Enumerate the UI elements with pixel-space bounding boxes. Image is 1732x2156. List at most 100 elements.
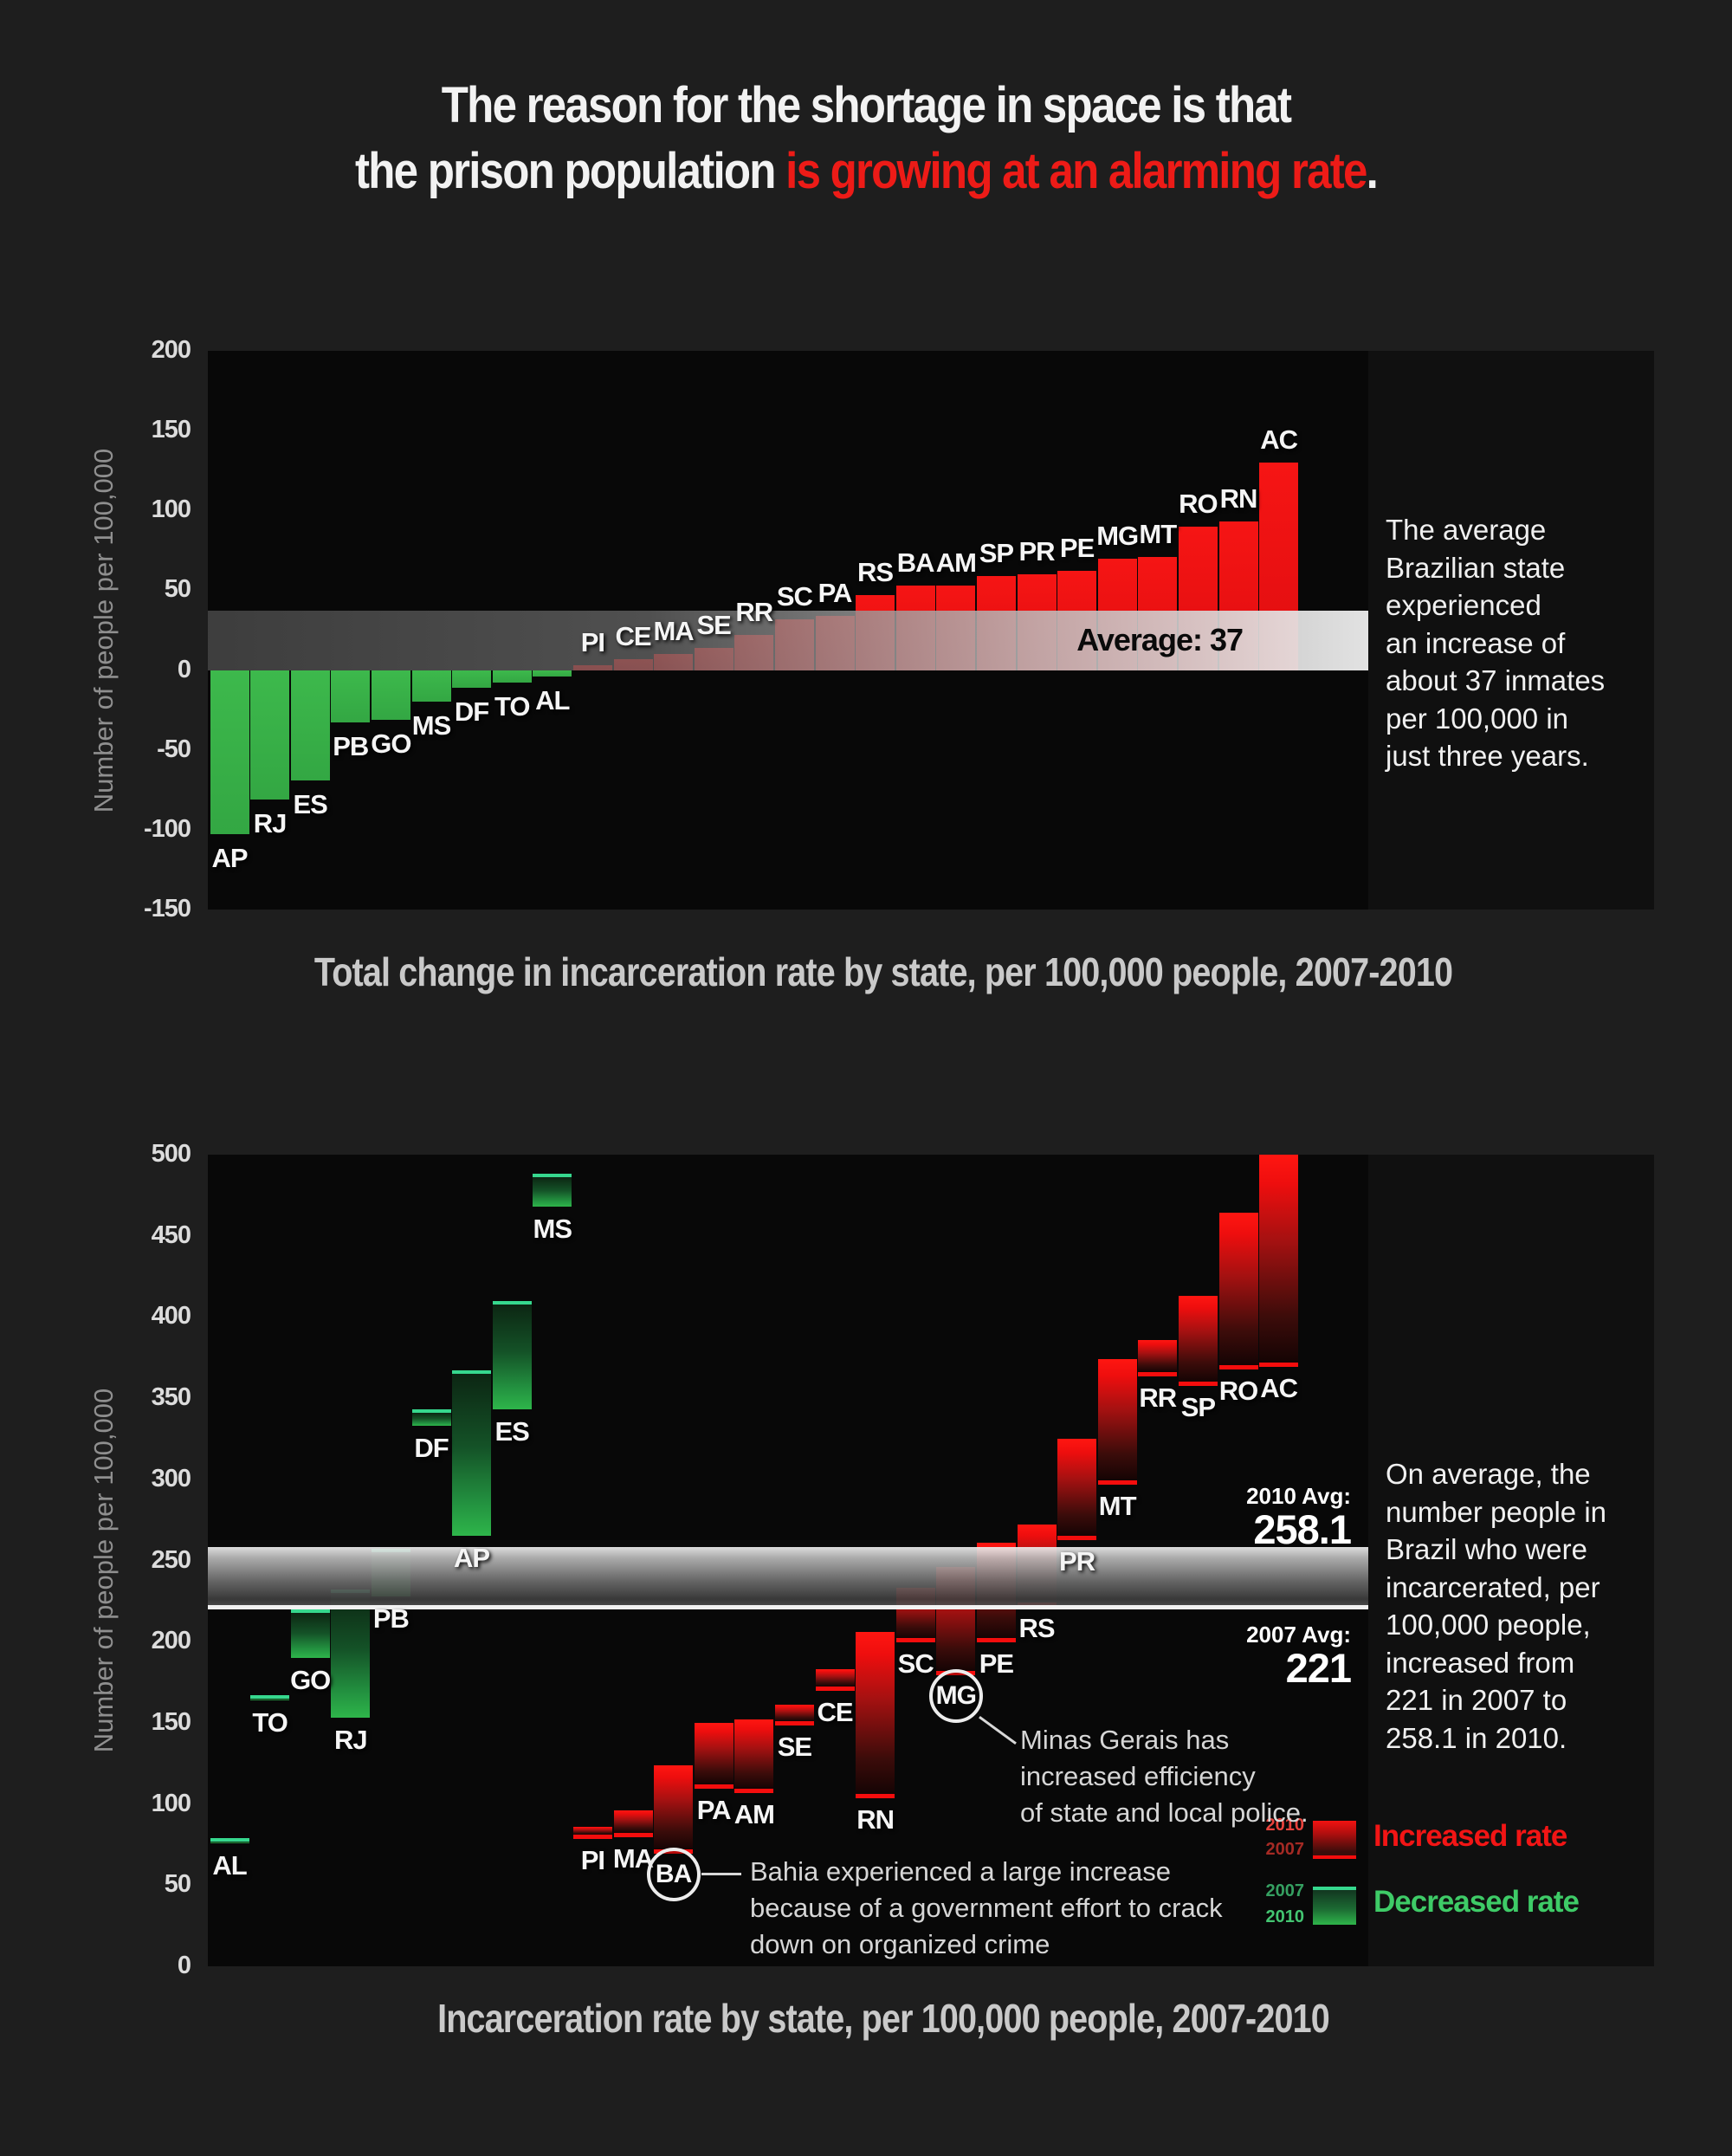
chart1-bar-label-RN: RN xyxy=(1219,483,1258,515)
chart1-bar-label-SC: SC xyxy=(776,580,813,612)
chart1-bar-label-BA: BA xyxy=(896,547,935,578)
chart1-bar-label-SE: SE xyxy=(696,609,732,640)
chart1-bar-label-TO: TO xyxy=(494,691,531,722)
chart1-bar-label-MA: MA xyxy=(653,616,694,647)
chart1-bar-TO xyxy=(492,670,532,683)
chart2-bar-label-AP: AP xyxy=(454,1543,490,1574)
chart2-tick-200: 200 xyxy=(151,1627,191,1655)
chart2-bar-label-ES: ES xyxy=(494,1416,530,1447)
legend-decreased-label: Decreased rate xyxy=(1373,1885,1580,1919)
chart1-bar-DF xyxy=(452,670,492,688)
chart2-side-panel xyxy=(1368,1155,1654,1966)
chart1-bar-ES xyxy=(290,670,330,780)
chart1-bar-MS xyxy=(411,670,451,702)
chart2-bar-GO xyxy=(290,1609,330,1658)
chart1-tick--100: -100 xyxy=(143,814,191,843)
chart2-bar-PI xyxy=(572,1826,612,1839)
chart2-bar-label-SP: SP xyxy=(1180,1392,1216,1423)
chart2-2007-avg-label: 2007 Avg: xyxy=(1246,1622,1351,1648)
legend-increased-bottom-year: 2007 xyxy=(1265,1840,1305,1859)
chart1-caption: Total change in incarceration rate by st… xyxy=(313,949,1453,994)
chart2-bar-label-PE: PE xyxy=(979,1648,1014,1680)
mg-annotation-text: Minas Gerais has increased efficiency of… xyxy=(1020,1725,1309,1828)
chart1-bar-label-RO: RO xyxy=(1179,488,1218,519)
legend-increased-label: Increased rate xyxy=(1373,1819,1567,1853)
chart1-tick-50: 50 xyxy=(164,575,191,604)
chart1-tick-100: 100 xyxy=(151,495,191,524)
chart2-bar-label-GO: GO xyxy=(290,1664,331,1695)
chart2-bar-label-PR: PR xyxy=(1059,1546,1095,1577)
chart2-bar-label-SC: SC xyxy=(897,1648,934,1680)
chart1-tick-200: 200 xyxy=(151,336,191,364)
chart1-average-label: Average: 37 xyxy=(1076,622,1244,658)
chart2-bar-PA xyxy=(694,1722,734,1789)
chart2-bar-TO xyxy=(250,1695,290,1701)
chart1-bar-label-DF: DF xyxy=(454,696,489,727)
chart2-bar-label-DF: DF xyxy=(414,1432,449,1463)
chart1-bar-label-PE: PE xyxy=(1059,533,1095,564)
mg-circle-marker: MG xyxy=(928,1668,983,1723)
chart2-bar-label-AL: AL xyxy=(212,1849,247,1881)
chart2-bar-RO xyxy=(1218,1213,1258,1370)
chart2-bar-label-TO: TO xyxy=(252,1706,288,1738)
title-line-1: The reason for the shortage in space is … xyxy=(104,76,1628,134)
chart2-2010-avg-value: 258.1 xyxy=(1253,1506,1352,1552)
chart2-caption: Incarceration rate by state, per 100,000… xyxy=(437,1996,1330,2041)
chart2-tick-450: 450 xyxy=(151,1220,191,1249)
chart2-bar-SP xyxy=(1178,1296,1218,1387)
chart1-tick-150: 150 xyxy=(151,416,191,444)
chart1-bar-label-MS: MS xyxy=(411,710,452,741)
chart1-bar-label-PI: PI xyxy=(580,627,605,658)
chart1-bar-label-AP: AP xyxy=(211,843,248,874)
title-line2-white: the prison population xyxy=(354,143,786,199)
chart1-bar-label-RS: RS xyxy=(857,556,894,587)
chart2-bar-label-AM: AM xyxy=(734,1799,775,1830)
chart1-bar-label-GO: GO xyxy=(371,728,411,759)
chart1-bar-label-RR: RR xyxy=(735,597,773,628)
chart2-bar-AC xyxy=(1259,1155,1299,1367)
title-line2-period: . xyxy=(1366,143,1379,199)
legend-decreased-top-year: 2007 xyxy=(1265,1881,1305,1900)
chart2-bar-label-MS: MS xyxy=(533,1213,573,1244)
chart2-tick-100: 100 xyxy=(151,1789,191,1817)
chart2-tick-150: 150 xyxy=(151,1707,191,1736)
chart2-tick-50: 50 xyxy=(164,1870,191,1899)
chart1-tick-0: 0 xyxy=(177,655,191,683)
chart2-tick-350: 350 xyxy=(151,1383,191,1412)
chart1-bar-label-PA: PA xyxy=(818,577,853,608)
chart2-bar-ES xyxy=(492,1300,532,1410)
legend-decreased-swatch xyxy=(1313,1887,1356,1925)
chart1-tick--50: -50 xyxy=(157,735,191,763)
chart2-bar-RN xyxy=(856,1631,895,1799)
chart2-bar-label-RO: RO xyxy=(1218,1376,1259,1407)
chart2-2007-average-line xyxy=(208,1604,1368,1609)
title-line2-red: is growing at an alarming rate xyxy=(785,143,1367,199)
chart2-bar-PR xyxy=(1057,1438,1097,1541)
chart2-bar-label-RN: RN xyxy=(856,1804,895,1836)
chart2-bar-label-PI: PI xyxy=(580,1844,605,1875)
chart1-bar-AP xyxy=(210,670,249,835)
chart2-tick-0: 0 xyxy=(177,1952,191,1979)
chart2-bar-label-AC: AC xyxy=(1260,1372,1298,1403)
chart2-bar-AM xyxy=(734,1719,774,1794)
chart2-bar-label-RR: RR xyxy=(1139,1382,1177,1413)
chart2-bar-MT xyxy=(1097,1359,1137,1486)
chart1-bar-label-RJ: RJ xyxy=(253,807,288,838)
chart2-bar-MA xyxy=(613,1810,653,1838)
chart2-bar-label-PA: PA xyxy=(696,1794,732,1825)
chart1-bar-label-CE: CE xyxy=(615,620,651,651)
chart2-bar-label-RS: RS xyxy=(1018,1612,1055,1643)
chart2-bar-RR xyxy=(1138,1339,1178,1376)
chart2-tick-500: 500 xyxy=(151,1140,191,1168)
chart1-side-note: The average Brazilian state experienced … xyxy=(1386,514,1606,773)
chart1-bar-AL xyxy=(533,670,572,677)
chart2-bar-label-CE: CE xyxy=(817,1697,853,1728)
chart2-bar-AL xyxy=(210,1837,249,1843)
chart2-bar-DF xyxy=(411,1409,451,1426)
chart2-2010-avg-label: 2010 Avg: xyxy=(1246,1483,1351,1509)
chart1-bar-label-AM: AM xyxy=(935,547,977,578)
chart2-bar-MS xyxy=(533,1174,572,1207)
legend-increased-swatch xyxy=(1313,1821,1356,1859)
ba-connector-line xyxy=(701,1873,741,1875)
chart1-bar-label-SP: SP xyxy=(979,537,1014,568)
